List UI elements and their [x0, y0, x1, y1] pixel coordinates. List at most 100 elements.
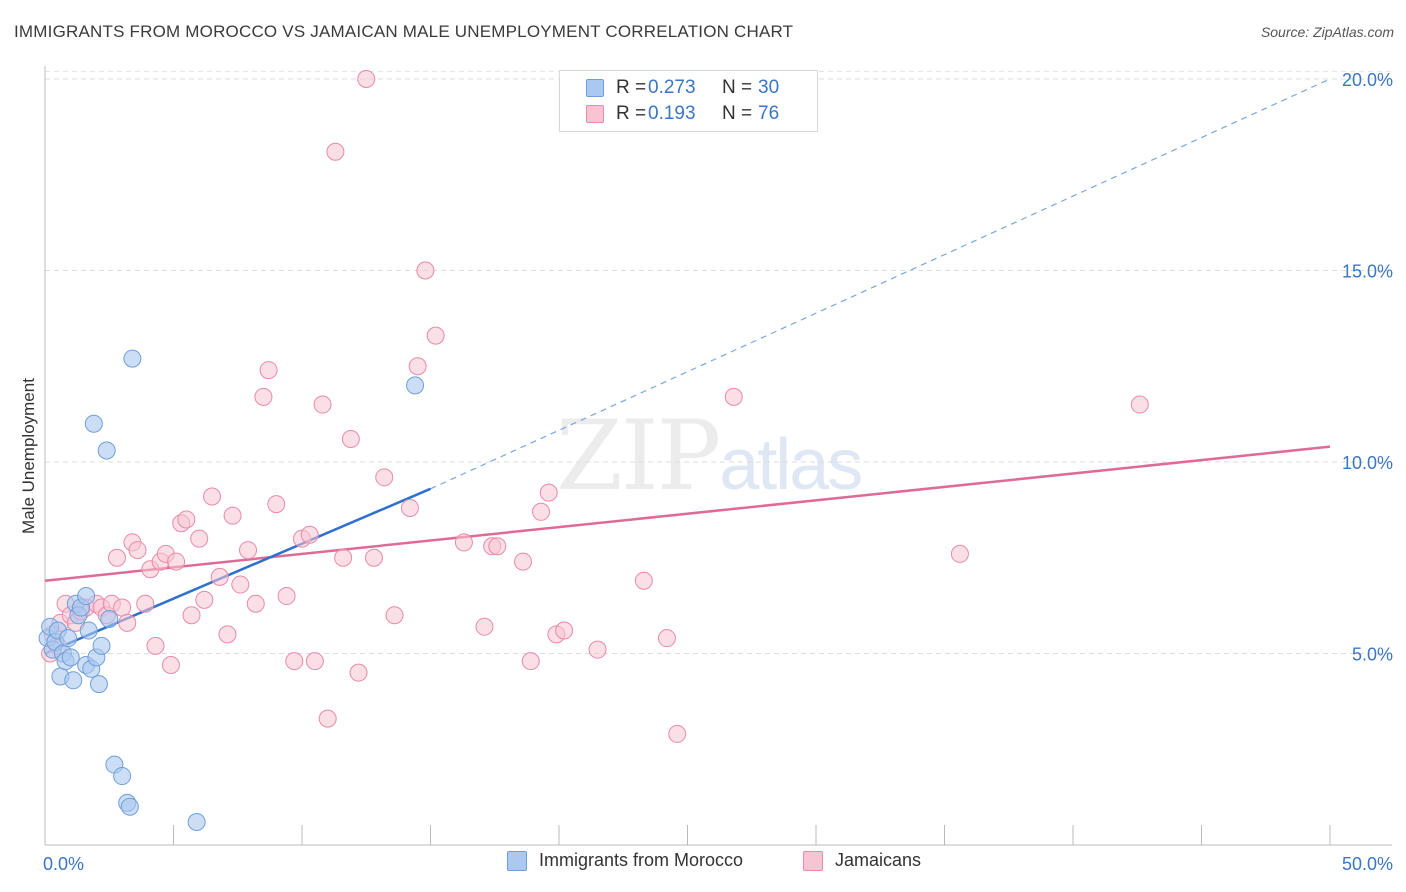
y-tick-label: 15.0% — [1342, 262, 1393, 282]
jamaica-point — [950, 544, 969, 563]
jamaica-point — [239, 541, 258, 560]
jamaica-point — [539, 483, 558, 502]
jamaica-point — [146, 636, 165, 655]
jamaica-point — [334, 548, 353, 567]
legend-item-morocco[interactable]: Immigrants from Morocco — [507, 850, 743, 871]
jamaica-point — [118, 613, 137, 632]
y-axis-label: Male Unemployment — [19, 378, 38, 534]
r-value: 0.193 — [648, 103, 696, 124]
legend-item-jamaica[interactable]: Jamaicans — [803, 850, 921, 871]
morocco-swatch — [586, 79, 604, 97]
zipatlas-watermark: ZIPatlas — [556, 400, 863, 512]
jamaica-point — [182, 606, 201, 625]
jamaica-point — [385, 606, 404, 625]
morocco-point — [187, 813, 206, 832]
jamaica-point — [190, 529, 209, 548]
watermark-atlas: atlas — [719, 425, 863, 505]
jamaica-point — [375, 468, 394, 487]
morocco-point — [59, 629, 78, 648]
jamaica-point — [210, 567, 229, 586]
jamaica-point — [277, 587, 296, 606]
morocco-point — [120, 797, 139, 816]
jamaica-point — [364, 548, 383, 567]
jamaica-point — [532, 502, 551, 521]
jamaica-point — [195, 590, 214, 609]
jamaica-point — [218, 625, 237, 644]
n-label: N = — [722, 103, 753, 124]
trend-lines — [44, 78, 1331, 655]
x-tick-label: 0.0% — [43, 854, 84, 874]
jamaica-point — [400, 498, 419, 517]
tick-labels: 5.0% 10.0% 15.0% 20.0% 0.0% 50.0% — [43, 70, 1393, 874]
jamaica-point — [231, 575, 250, 594]
jamaica-point — [555, 621, 574, 640]
morocco-point — [123, 349, 142, 368]
morocco-point — [97, 441, 116, 460]
data-points — [38, 70, 1149, 832]
x-tick-label: 50.0% — [1342, 854, 1393, 874]
morocco-point — [92, 636, 111, 655]
jamaica-point — [285, 652, 304, 671]
jamaica-point — [454, 533, 473, 552]
morocco-point — [61, 648, 80, 667]
morocco-point — [406, 376, 425, 395]
jamaica-point — [259, 361, 278, 380]
legend-label: Immigrants from Morocco — [539, 850, 744, 870]
jamaica-point — [475, 617, 494, 636]
jamaica-point — [267, 495, 286, 514]
jamaica-point — [588, 640, 607, 659]
jamaica-point — [128, 541, 147, 560]
jamaica-trend-line — [44, 445, 1331, 582]
r-value: 0.273 — [648, 77, 696, 98]
morocco-point — [89, 675, 108, 694]
jamaica-point — [634, 571, 653, 590]
r-label: R = — [616, 103, 647, 124]
morocco-trend-extension — [430, 78, 1331, 490]
jamaica-point — [136, 594, 155, 613]
jamaica-point — [300, 525, 319, 544]
n-label: N = — [722, 77, 753, 98]
r-label: R = — [616, 77, 647, 98]
morocco-point — [79, 621, 98, 640]
jamaica-point — [724, 387, 743, 406]
y-tick-label: 5.0% — [1352, 645, 1393, 665]
source-label: Source: ZipAtlas.com — [1260, 24, 1394, 40]
jamaica-point — [305, 652, 324, 671]
y-tick-label: 20.0% — [1342, 70, 1393, 90]
morocco-point — [77, 587, 96, 606]
morocco-point — [84, 414, 103, 433]
jamaica-point — [416, 261, 435, 280]
jamaica-point — [326, 142, 345, 161]
jamaica-point — [254, 387, 273, 406]
morocco-point — [113, 767, 132, 786]
jamaica-point — [203, 487, 222, 506]
jamaica-point — [313, 395, 332, 414]
jamaica-point — [223, 506, 242, 525]
jamaica-point — [357, 70, 376, 88]
jamaica-swatch — [803, 850, 823, 871]
jamaica-point — [177, 510, 196, 529]
morocco-swatch — [507, 850, 527, 871]
jamaica-point — [161, 655, 180, 674]
jamaica-point — [341, 430, 360, 449]
jamaica-point — [1130, 395, 1149, 414]
jamaica-point — [167, 552, 186, 571]
axes — [44, 66, 1392, 846]
jamaica-point — [318, 709, 337, 728]
chart-title: IMMIGRANTS FROM MOROCCO VS JAMAICAN MALE… — [14, 22, 794, 41]
legend-label: Jamaicans — [835, 850, 922, 870]
jamaica-point — [657, 629, 676, 648]
n-value: 76 — [758, 103, 780, 124]
jamaica-point — [349, 663, 368, 682]
n-value: 30 — [758, 77, 780, 98]
jamaica-point — [426, 326, 445, 345]
series-legend: Immigrants from Morocco Jamaicans — [0, 850, 1406, 880]
jamaica-point — [521, 652, 540, 671]
morocco-point — [100, 610, 119, 629]
jamaica-point — [408, 357, 427, 376]
morocco-point — [64, 671, 83, 690]
jamaica-point — [488, 537, 507, 556]
legend-row-morocco: R = 0.273 N = 30 — [586, 76, 779, 100]
jamaica-point — [107, 548, 126, 567]
